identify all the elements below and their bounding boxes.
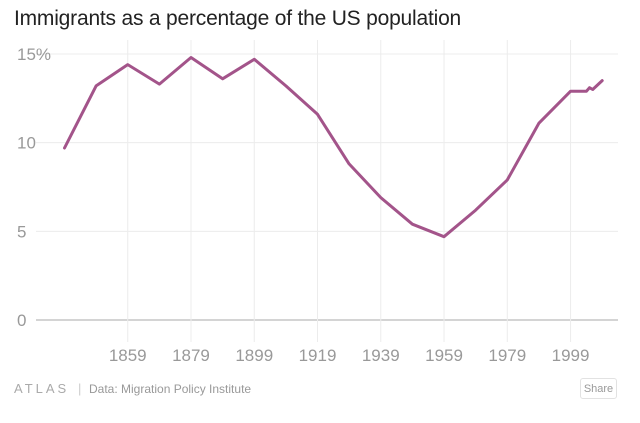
y-tick-label: 15% [17, 45, 51, 64]
line-chart: 0 5 10 15% 1859 1879 1899 1919 1939 1959 1979 1999 [17, 40, 618, 365]
share-button[interactable]: Share [580, 378, 617, 399]
footer-separator: | [78, 381, 82, 396]
y-tick-label: 10 [17, 134, 36, 153]
data-source: Data: Migration Policy Institute [89, 382, 252, 396]
x-tick-label: 1919 [299, 346, 337, 365]
x-tick-label: 1879 [172, 346, 210, 365]
atlas-logo: ATLAS [14, 381, 70, 396]
x-tick-label: 1979 [488, 346, 526, 365]
x-tick-label: 1999 [552, 346, 590, 365]
x-tick-label: 1859 [109, 346, 147, 365]
series-layer [63, 56, 604, 239]
chart-title: Immigrants as a percentage of the US pop… [14, 7, 462, 30]
x-tick-label: 1899 [235, 346, 273, 365]
x-tick-label: 1959 [425, 346, 463, 365]
x-tick-label: 1939 [362, 346, 400, 365]
grid-layer [36, 40, 618, 342]
y-tick-label: 5 [17, 222, 26, 241]
series-line [63, 56, 604, 239]
y-tick-label: 0 [17, 311, 26, 330]
tick-labels: 0 5 10 15% 1859 1879 1899 1919 1939 1959 1979 1999 [17, 45, 589, 365]
